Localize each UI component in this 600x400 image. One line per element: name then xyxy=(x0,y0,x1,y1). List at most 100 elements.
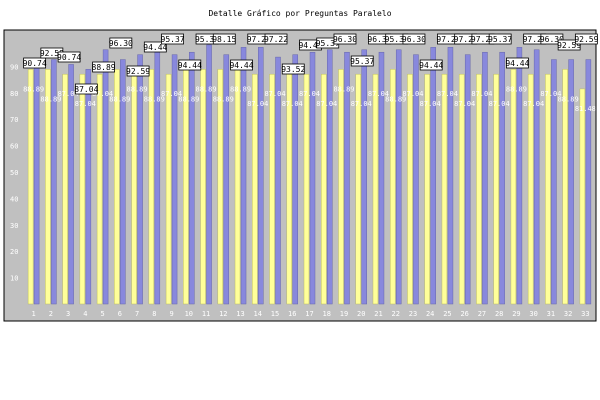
bar-value-label: 87.04 xyxy=(264,90,285,98)
data-label: 94.44 xyxy=(419,61,443,70)
bar-series-1 xyxy=(476,73,482,305)
data-label: 94.44 xyxy=(178,61,202,70)
y-tick-label: 20 xyxy=(10,248,18,256)
data-label: 97.22 xyxy=(436,35,460,44)
bar-series-1 xyxy=(131,69,137,305)
data-label-box xyxy=(74,83,98,95)
bar-value-label: 87.04 xyxy=(437,90,458,98)
data-label-box xyxy=(212,33,236,45)
data-label: 96.30 xyxy=(333,35,357,44)
data-label: 92.59 xyxy=(574,35,598,44)
x-tick-label: 15 xyxy=(271,310,279,318)
data-label-box xyxy=(143,41,167,53)
data-label-box xyxy=(402,33,426,45)
bar-series-2 xyxy=(137,54,143,305)
bar-series-2 xyxy=(309,51,316,305)
bar-series-2 xyxy=(171,54,178,305)
bar-series-1 xyxy=(217,69,224,305)
bar-value-label: 87.04 xyxy=(454,100,475,108)
x-tick-label: 21 xyxy=(374,310,382,318)
bar-value-label: 87.04 xyxy=(316,100,337,108)
data-label-box xyxy=(161,33,184,45)
bar-series-2 xyxy=(430,47,436,305)
x-tick-label: 4 xyxy=(83,310,87,318)
bar-series-2 xyxy=(275,56,281,305)
data-label: 95.37 xyxy=(161,35,185,44)
bar-series-1 xyxy=(441,73,448,305)
data-label-box xyxy=(281,63,305,75)
data-label: 97.22 xyxy=(471,35,495,44)
x-tick-label: 28 xyxy=(495,310,503,318)
bar-series-2 xyxy=(344,51,350,305)
bar-series-1 xyxy=(407,73,413,305)
bar-series-1 xyxy=(562,69,568,305)
data-label-box xyxy=(57,51,81,63)
y-tick-label: 60 xyxy=(10,143,18,151)
x-tick-label: 12 xyxy=(219,310,227,318)
bar-series-2 xyxy=(102,49,109,305)
data-label: 97.22 xyxy=(264,35,288,44)
x-tick-label: 30 xyxy=(529,310,537,318)
bar-series-2 xyxy=(447,47,454,305)
bar-series-2 xyxy=(395,49,402,305)
x-tick-label: 19 xyxy=(340,310,348,318)
x-tick-label: 23 xyxy=(409,310,417,318)
bar-series-1 xyxy=(510,69,517,305)
y-tick-label: 70 xyxy=(10,116,18,124)
data-label: 95.37 xyxy=(195,35,219,44)
bar-series-1 xyxy=(62,73,68,305)
data-label: 87.04 xyxy=(74,85,98,94)
bar-value-label: 87.04 xyxy=(75,100,96,108)
bar-value-label: 87.04 xyxy=(420,100,441,108)
bar-value-label: 87.04 xyxy=(299,90,320,98)
bar-series-1 xyxy=(579,88,586,305)
data-label-box xyxy=(92,61,115,73)
bar-series-2 xyxy=(33,64,40,305)
bar-value-label: 88.89 xyxy=(333,85,354,93)
x-tick-label: 13 xyxy=(236,310,244,318)
bar-series-2 xyxy=(413,54,419,305)
x-tick-label: 10 xyxy=(185,310,193,318)
bar-series-2 xyxy=(361,49,367,305)
x-tick-label: 8 xyxy=(152,310,156,318)
x-tick-label: 5 xyxy=(100,310,104,318)
bar-series-2 xyxy=(585,59,592,305)
x-tick-label: 26 xyxy=(460,310,468,318)
bar-series-2 xyxy=(292,54,299,305)
bar-series-1 xyxy=(338,69,344,305)
y-tick-label: 80 xyxy=(10,90,18,98)
data-label: 94.44 xyxy=(505,59,529,68)
data-label: 96.30 xyxy=(540,35,564,44)
bar-series-2 xyxy=(189,51,195,305)
bar-series-1 xyxy=(527,73,534,305)
bar-value-label: 88.89 xyxy=(127,85,148,93)
y-tick-label: 30 xyxy=(10,222,18,230)
bar-series-2 xyxy=(516,47,523,305)
bar-series-2 xyxy=(120,59,126,305)
data-label: 96.30 xyxy=(367,35,391,44)
bar-value-label: 87.04 xyxy=(351,100,372,108)
bar-series-1 xyxy=(45,69,51,305)
bar-value-label: 88.89 xyxy=(144,95,165,103)
x-tick-label: 29 xyxy=(512,310,520,318)
bar-series-2 xyxy=(378,51,385,305)
bar-series-2 xyxy=(551,59,557,305)
x-tick-label: 18 xyxy=(323,310,331,318)
bar-series-2 xyxy=(206,44,212,305)
x-tick-label: 32 xyxy=(564,310,572,318)
bar-series-1 xyxy=(114,69,120,305)
data-label: 94.44 xyxy=(298,41,322,50)
data-label-box xyxy=(540,33,564,45)
x-tick-label: 7 xyxy=(135,310,139,318)
bar-value-label: 88.89 xyxy=(213,95,234,103)
bar-value-label: 88.89 xyxy=(506,85,527,93)
data-label: 92.59 xyxy=(557,41,581,50)
bar-series-1 xyxy=(96,73,103,305)
data-label: 96.30 xyxy=(109,39,133,48)
data-label-box xyxy=(488,33,512,45)
bar-value-label: 87.04 xyxy=(523,100,544,108)
bar-value-label: 88.89 xyxy=(230,85,251,93)
bar-series-2 xyxy=(482,51,488,305)
bar-series-1 xyxy=(372,73,379,305)
